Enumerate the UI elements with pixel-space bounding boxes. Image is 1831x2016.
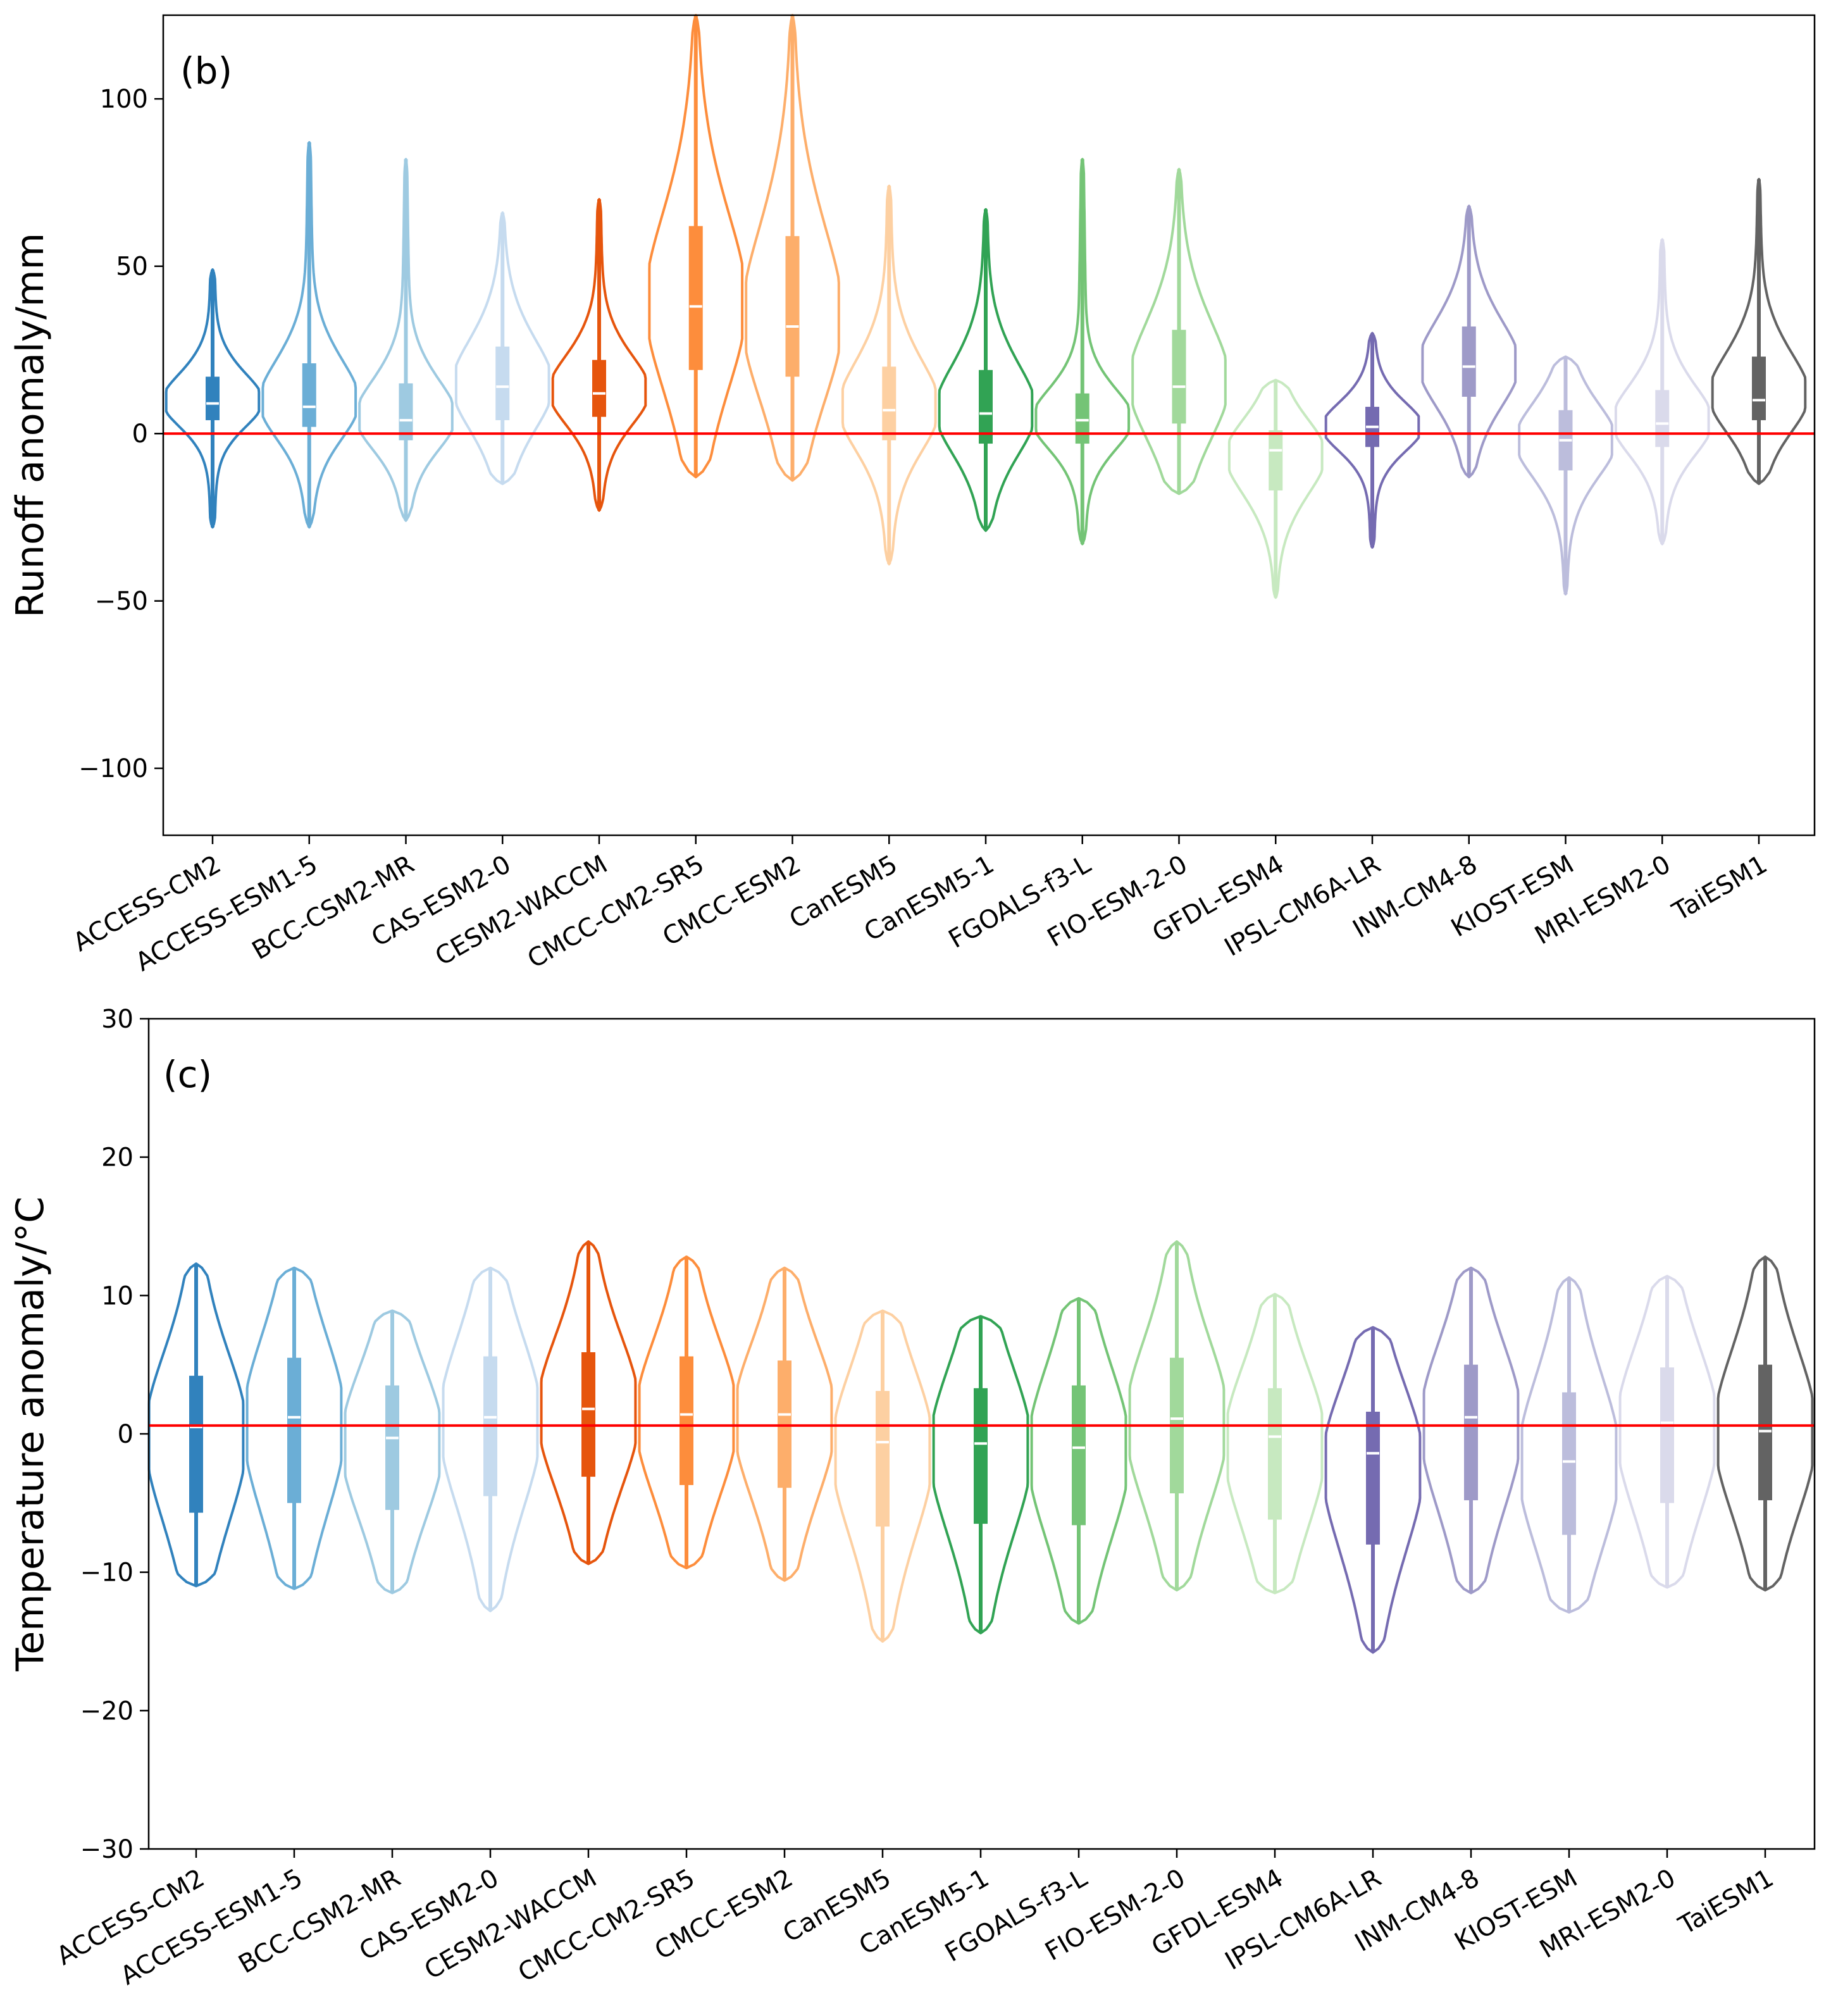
temperature-iqr-box [1562, 1392, 1576, 1535]
runoff-y-tick-label: 0 [132, 420, 148, 449]
runoff-violin-outline [1614, 238, 1710, 545]
runoff-violin-outline [164, 268, 261, 529]
temperature-violin-fgoals-f3-l [1030, 1297, 1127, 1625]
runoff-iqr-box [688, 226, 703, 370]
temperature-violin-bcc-csm2-mr [344, 1309, 441, 1595]
runoff-iqr-box [1655, 390, 1670, 447]
runoff-y-tick-label: −50 [95, 587, 148, 616]
runoff-violin-outline [1324, 332, 1420, 549]
temperature-violin-outline [1226, 1293, 1324, 1595]
runoff-violin-bcc-csm2-mr [358, 158, 454, 522]
runoff-y-tick-label: −100 [78, 754, 148, 783]
runoff-y-tick-label: 100 [100, 85, 148, 114]
runoff-violin-gfdl-esm4 [1227, 378, 1324, 599]
temperature-violin-outline [1716, 1255, 1814, 1592]
runoff-iqr-box [1752, 356, 1766, 421]
runoff-violin-outline [1131, 168, 1227, 495]
runoff-violin-access-esm1-5 [261, 141, 357, 529]
runoff-violin-canesm5 [841, 184, 937, 566]
temperature-y-tick-label: −10 [80, 1559, 133, 1588]
runoff-violin-cesm2-waccm [551, 197, 647, 512]
temperature-iqr-box [680, 1356, 693, 1485]
temperature-iqr-box [1660, 1367, 1674, 1503]
runoff-iqr-box [592, 359, 606, 417]
runoff-iqr-box [1075, 393, 1089, 444]
temperature-violin-outline [147, 1262, 245, 1588]
runoff-violin-taiesm1 [1711, 178, 1807, 485]
temperature-iqr-box [1268, 1388, 1282, 1520]
temperature-y-tick-label: 0 [118, 1420, 133, 1449]
runoff-y-tick-label: 50 [116, 252, 148, 282]
temperature-y-tick-label: −20 [80, 1696, 133, 1726]
temperature-iqr-box [1758, 1364, 1772, 1500]
runoff-iqr-box [1172, 330, 1186, 424]
runoff-y-axis: −100 −50 0 50 100 [78, 85, 163, 783]
temperature-y-tick-label: −30 [80, 1835, 133, 1864]
runoff-iqr-box [206, 376, 220, 421]
temperature-iqr-box [1072, 1385, 1086, 1526]
runoff-violins [164, 14, 1807, 599]
temperature-iqr-box [974, 1388, 988, 1524]
temperature-y-tick-label: 10 [101, 1281, 133, 1310]
runoff-violin-ipsl-cm6a-lr [1324, 332, 1420, 549]
runoff-violin-cas-esm2-0 [454, 211, 550, 485]
temperature-y-axis-title: Temperature anomaly/°C [8, 1197, 53, 1672]
temperature-violin-access-esm1-5 [245, 1266, 343, 1590]
runoff-violin-outline [1421, 204, 1517, 478]
runoff-violin-kiost-esm [1518, 355, 1613, 596]
temperature-violin-taiesm1 [1716, 1255, 1814, 1592]
runoff-violin-inm-cm4-8 [1421, 204, 1517, 478]
runoff-violin-access-cm2 [164, 268, 261, 529]
runoff-violin-fio-esm-2-0 [1131, 168, 1227, 495]
temperature-violin-cesm2-waccm [540, 1240, 637, 1565]
temperature-violin-outline [638, 1255, 735, 1570]
runoff-iqr-box [1269, 430, 1283, 491]
temperature-violin-cmcc-esm2 [736, 1266, 833, 1582]
temperature-y-tick-label: 20 [101, 1143, 133, 1173]
temperature-violin-canesm5-1 [932, 1315, 1029, 1634]
temperature-iqr-box [1464, 1364, 1478, 1500]
runoff-iqr-box [495, 346, 510, 421]
runoff-y-axis-title: Runoff anomaly/mm [8, 233, 53, 618]
temperature-y-axis: −30 −20 −10 0 10 20 30 [80, 1005, 149, 1864]
panel-label-c: (c) [163, 1053, 212, 1096]
runoff-iqr-box [302, 363, 316, 427]
temperature-iqr-box [1366, 1412, 1380, 1545]
temperature-violin-mri-esm2-0 [1618, 1274, 1716, 1589]
temperature-iqr-box [581, 1352, 595, 1477]
temperature-violin-outline [1618, 1274, 1716, 1589]
temperature-iqr-box [189, 1376, 203, 1513]
temperature-violin-cmcc-cm2-sr5 [638, 1255, 735, 1570]
runoff-iqr-box [785, 236, 800, 377]
temperature-violin-inm-cm4-8 [1422, 1266, 1520, 1595]
runoff-iqr-box [979, 370, 993, 444]
runoff-violin-canesm5-1 [938, 208, 1034, 532]
temperature-violin-outline [932, 1315, 1029, 1634]
temperature-violin-gfdl-esm4 [1226, 1293, 1324, 1595]
temperature-iqr-box [876, 1391, 890, 1527]
temperature-iqr-box [385, 1385, 399, 1510]
runoff-iqr-box [882, 366, 897, 440]
runoff-violin-fgoals-f3-l [1034, 158, 1131, 545]
temperature-violin-outline [1324, 1326, 1422, 1654]
temperature-y-tick-label: 30 [101, 1005, 133, 1034]
temperature-violin-outline [1030, 1297, 1127, 1625]
runoff-iqr-box [399, 383, 413, 440]
temperature-iqr-box [287, 1357, 301, 1503]
temperature-violin-ipsl-cm6a-lr [1324, 1326, 1422, 1654]
runoff-plot-frame [162, 14, 1816, 837]
temperature-violin-kiost-esm [1520, 1276, 1618, 1614]
temperature-iqr-box [778, 1360, 791, 1488]
runoff-violin-outline [551, 197, 647, 512]
panel-label-b: (b) [180, 49, 232, 92]
runoff-iqr-box [1462, 326, 1476, 397]
runoff-violin-outline [261, 141, 357, 529]
runoff-violin-outline [938, 208, 1034, 532]
temperature-violin-outline [1520, 1276, 1618, 1614]
